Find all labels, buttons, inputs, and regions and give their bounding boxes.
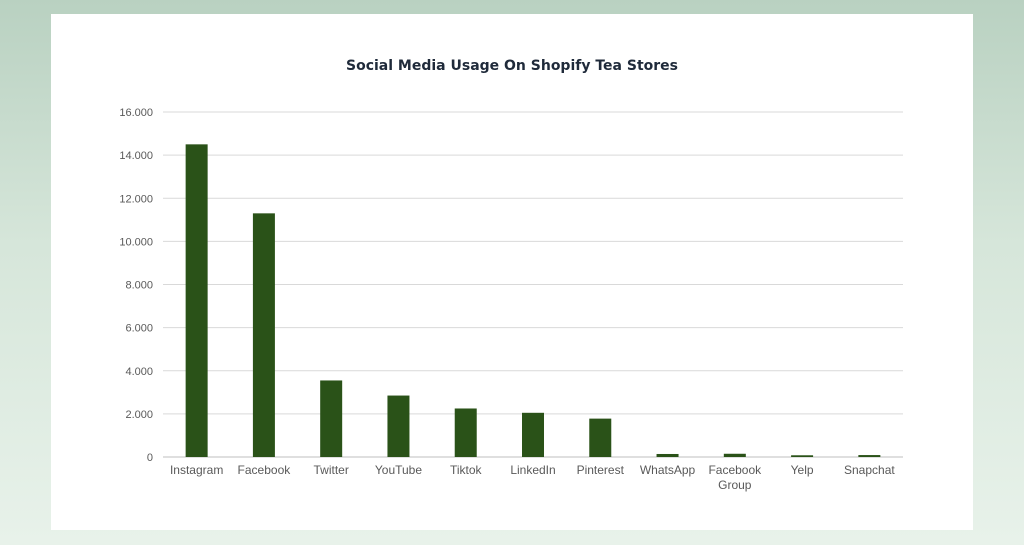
x-axis-labels: Instagram Facebook Twitter YouTube Tiktok Lin… (170, 463, 895, 492)
x-tick-label: Facebook Group (708, 463, 762, 492)
bars (185, 144, 881, 457)
y-tick-label: 6.000 (125, 323, 153, 335)
bar-linkedin (522, 412, 544, 457)
bar-whatsapp (656, 453, 679, 457)
bar-snapchat (858, 455, 881, 457)
x-tick-label: Twitter (314, 463, 349, 477)
y-tick-label: 16.000 (119, 107, 153, 119)
bar-youtube (387, 395, 410, 457)
y-tick-label: 12.000 (119, 193, 153, 205)
x-tick-label: LinkedIn (510, 463, 555, 477)
bar-twitter (320, 380, 343, 457)
bar-facebook-group (723, 453, 746, 457)
bar-yelp (791, 455, 814, 457)
y-tick-label: 8.000 (125, 280, 153, 292)
bar-instagram (185, 144, 208, 457)
y-tick-label: 4.000 (125, 366, 153, 378)
bar-tiktok (454, 408, 477, 457)
bar-chart: 0 2.000 4.000 6.000 8.000 10.000 12.000 14.000 1… (119, 107, 903, 492)
y-tick-label: 0 (147, 452, 153, 464)
x-tick-label: Tiktok (450, 463, 483, 477)
x-tick-label: Snapchat (844, 463, 895, 477)
x-tick-label: YouTube (375, 463, 422, 477)
y-tick-label: 14.000 (119, 150, 153, 162)
y-tick-label: 10.000 (119, 236, 153, 248)
x-tick-label: Instagram (170, 463, 223, 477)
bar-facebook (252, 213, 275, 457)
y-axis-ticks: 0 2.000 4.000 6.000 8.000 10.000 12.000 14.000 1… (119, 107, 153, 464)
y-tick-label: 2.000 (125, 409, 153, 421)
bar-pinterest (589, 418, 612, 457)
chart-title: Social Media Usage On Shopify Tea Stores (346, 58, 678, 74)
x-tick-label: Pinterest (577, 463, 625, 477)
x-tick-label: WhatsApp (640, 463, 696, 477)
x-tick-label: Facebook (238, 463, 292, 477)
chart-card: Social Media Usage On Shopify Tea Stores… (51, 14, 973, 530)
x-tick-label: Yelp (791, 463, 814, 477)
